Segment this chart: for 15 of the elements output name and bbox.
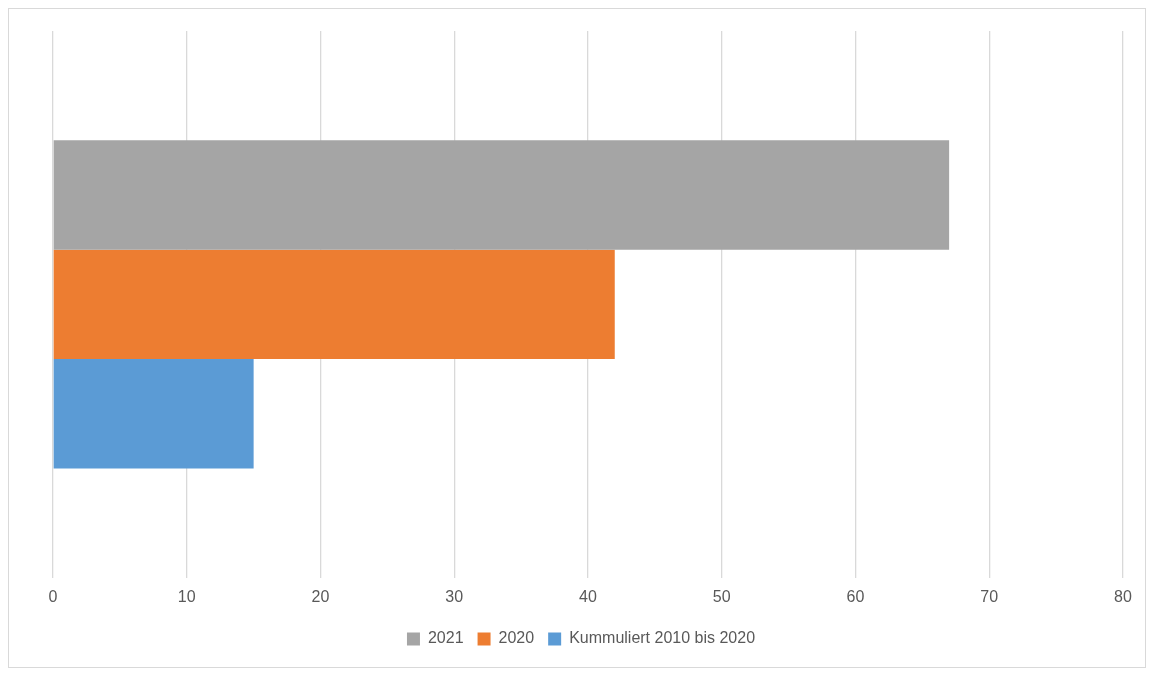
x-tick-label: 40 bbox=[579, 587, 597, 605]
x-tick-label: 60 bbox=[846, 587, 865, 605]
bar bbox=[53, 359, 254, 469]
legend-label: 2020 bbox=[498, 629, 535, 647]
x-tick-label: 70 bbox=[980, 587, 999, 605]
legend-label: 2021 bbox=[427, 629, 464, 647]
x-tick-label: 30 bbox=[445, 587, 464, 605]
x-tick-label: 80 bbox=[1114, 587, 1132, 605]
legend-label: Kummuliert 2010 bis 2020 bbox=[569, 629, 756, 647]
x-tick-label: 50 bbox=[712, 587, 731, 605]
x-tick-label: 10 bbox=[177, 587, 196, 605]
x-tick-label: 0 bbox=[48, 587, 58, 605]
bar bbox=[53, 140, 950, 250]
x-tick-label: 20 bbox=[311, 587, 330, 605]
bar bbox=[53, 249, 615, 360]
